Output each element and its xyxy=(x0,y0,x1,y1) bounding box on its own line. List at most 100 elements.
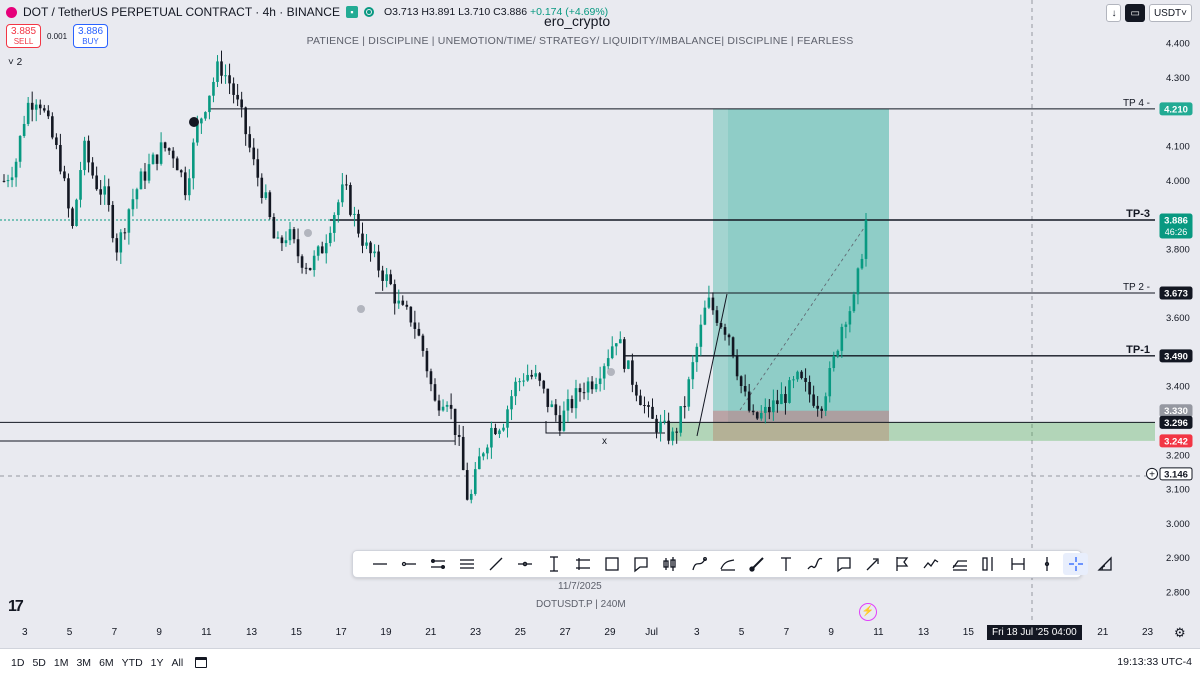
candle-body xyxy=(683,406,687,408)
arrow-marker-tool-icon[interactable] xyxy=(802,553,827,575)
pitchfork-tool-icon[interactable] xyxy=(454,553,479,575)
candle-body xyxy=(248,134,252,148)
range-1y[interactable]: 1Y xyxy=(150,656,164,669)
candle-body xyxy=(10,177,14,181)
candle-body xyxy=(103,186,107,195)
long-position-tool-icon[interactable] xyxy=(657,553,682,575)
trend-line-tool-icon[interactable] xyxy=(483,553,508,575)
candle-body xyxy=(671,431,674,441)
sell-button[interactable]: 3.885 SELL xyxy=(6,24,41,48)
time-tick: 21 xyxy=(425,627,437,638)
candle-body xyxy=(119,232,123,253)
candle-body xyxy=(824,396,828,411)
range-ytd[interactable]: YTD xyxy=(121,656,143,669)
candle-body xyxy=(167,148,171,151)
horizontal-ray-tool-icon[interactable] xyxy=(396,553,421,575)
symbol-title[interactable]: DOT / TetherUS PERPETUAL CONTRACT · 4h ·… xyxy=(23,5,340,19)
fib-retracement-tool-icon[interactable] xyxy=(744,553,769,575)
candle-body xyxy=(284,240,288,244)
candle-body xyxy=(510,396,513,410)
candle-body xyxy=(534,373,538,377)
price-range-tool-icon[interactable] xyxy=(1034,553,1059,575)
candle-body xyxy=(812,394,815,406)
candle-body xyxy=(663,420,666,422)
cross-line-tool-icon[interactable] xyxy=(570,553,595,575)
candle-body xyxy=(566,399,570,411)
range-all[interactable]: All xyxy=(171,656,184,669)
arrow-tool-icon[interactable] xyxy=(860,553,885,575)
candle-body xyxy=(763,406,767,413)
candle-body xyxy=(647,405,650,407)
price-tag xyxy=(1159,467,1193,481)
measure-tool-icon[interactable] xyxy=(1092,553,1117,575)
candle-body xyxy=(381,270,384,281)
parallel-channel-tool-icon[interactable] xyxy=(425,553,450,575)
candle-body xyxy=(832,355,836,369)
price-tag xyxy=(1159,434,1193,448)
candle-body xyxy=(55,137,58,145)
candle-body xyxy=(494,427,497,435)
profit-zone-inner xyxy=(728,108,889,423)
range-5d[interactable]: 5D xyxy=(32,656,46,669)
time-tick: 13 xyxy=(918,627,930,638)
text-tool-icon[interactable] xyxy=(773,553,798,575)
down-arrow-icon[interactable]: ↓ xyxy=(1106,4,1122,22)
candle-body xyxy=(353,213,356,215)
crosshair-tool-icon[interactable] xyxy=(1063,553,1088,575)
candle-body xyxy=(755,412,759,419)
candle-body xyxy=(123,232,127,234)
range-3m[interactable]: 3M xyxy=(76,656,92,669)
candle-body xyxy=(155,154,159,164)
forecast-tool-icon[interactable] xyxy=(947,553,972,575)
currency-selector[interactable]: USDT˅ xyxy=(1148,4,1192,22)
range-6m[interactable]: 6M xyxy=(99,656,114,669)
bottom-toolbar: 1D 5D 1M 3M 6M YTD 1Y All 19:13:33 UTC-4 xyxy=(0,648,1200,676)
screen-icon[interactable]: ▭ xyxy=(1125,4,1145,22)
clock-readout[interactable]: 19:13:33 UTC-4 xyxy=(1117,656,1192,668)
range-1d[interactable]: 1D xyxy=(11,656,25,669)
level-label: TP 2 - xyxy=(1123,282,1150,293)
candle-body xyxy=(369,242,372,254)
range-1m[interactable]: 1M xyxy=(53,656,69,669)
candle-body xyxy=(196,123,199,143)
flag-tool-icon[interactable] xyxy=(889,553,914,575)
path-tool-icon[interactable] xyxy=(715,553,740,575)
candle-body xyxy=(627,360,630,369)
time-tick: 11 xyxy=(873,627,884,638)
buy-button[interactable]: 3.886 BUY xyxy=(73,24,109,48)
candle-body xyxy=(631,360,634,385)
polyline-tool-icon[interactable] xyxy=(918,553,943,575)
callout-tool-icon[interactable] xyxy=(628,553,653,575)
icon-tool-icon[interactable] xyxy=(976,553,1001,575)
candle-body xyxy=(727,334,731,338)
candle-body xyxy=(240,99,243,108)
candle-body xyxy=(719,322,723,328)
visibility-icon[interactable]: ▪ xyxy=(345,6,358,18)
level-label: TP 4 - xyxy=(1123,98,1150,109)
ray-tool-icon[interactable] xyxy=(512,553,537,575)
candle-body xyxy=(514,381,517,397)
candle-body xyxy=(469,493,473,500)
horizontal-line-tool-icon[interactable] xyxy=(367,553,392,575)
date-range-tool-icon[interactable] xyxy=(1005,553,1030,575)
note-tool-icon[interactable] xyxy=(831,553,856,575)
candle-body xyxy=(272,217,276,239)
lightning-icon[interactable]: ⚡ xyxy=(859,603,877,621)
calendar-icon[interactable] xyxy=(195,657,208,668)
indicators-toggle[interactable]: ˅ 2 xyxy=(8,57,23,68)
vertical-line-tool-icon[interactable] xyxy=(541,553,566,575)
candle-body xyxy=(691,362,695,380)
settings-gear-icon[interactable]: ⚙ xyxy=(1174,625,1186,640)
candle-body xyxy=(345,184,348,186)
candle-body xyxy=(614,343,618,347)
candle-body xyxy=(478,456,481,470)
candle-body xyxy=(739,376,743,387)
candle-body xyxy=(506,409,509,428)
author-watermark: ero_crypto xyxy=(544,13,611,29)
price-tag-label: 3.673 xyxy=(1164,289,1188,300)
candle-body xyxy=(143,171,147,181)
tradingview-logo-icon[interactable]: 17 xyxy=(8,598,24,615)
rectangle-tool-icon[interactable] xyxy=(599,553,624,575)
candle-body xyxy=(723,327,727,335)
brush-tool-icon[interactable] xyxy=(686,553,711,575)
